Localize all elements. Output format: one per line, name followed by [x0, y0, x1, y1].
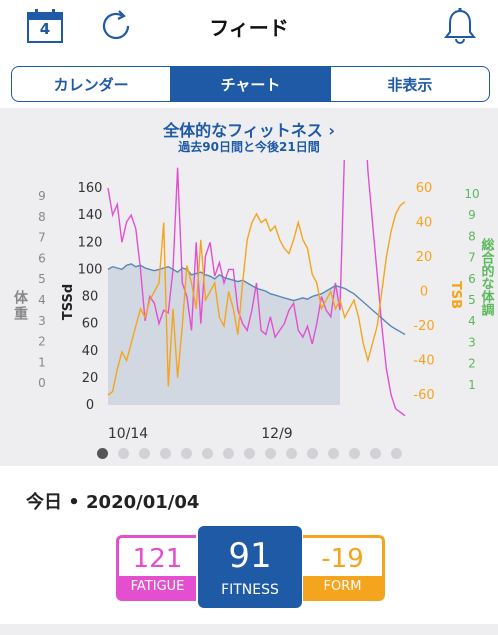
page-dot[interactable] [390, 448, 402, 459]
form-card: -19 FORM [303, 535, 385, 601]
page-dot[interactable] [306, 448, 318, 459]
chart-title-link[interactable]: 全体的なフィットネス › [163, 121, 335, 140]
page-dot[interactable] [117, 448, 129, 459]
condition-axis-tick: 9 [468, 208, 476, 222]
fitness-value: 91 [228, 536, 272, 576]
sync-icon[interactable] [98, 8, 134, 44]
header: 4 フィード [0, 0, 498, 56]
page-dot[interactable] [222, 448, 234, 459]
tsb-axis-tick: -60 [413, 388, 434, 403]
fatigue-label: FATIGUE [119, 576, 196, 598]
fatigue-card: 121 FATIGUE [116, 535, 196, 601]
today-date-label: 今日 • 2020/01/04 [26, 492, 200, 513]
page-dot[interactable] [180, 448, 192, 459]
tssd-axis-tick: 100 [78, 262, 103, 277]
tab-chart[interactable]: チャート [171, 67, 331, 101]
calendar-day-number: 4 [39, 20, 51, 38]
weight-axis-tick: 3 [38, 314, 46, 328]
condition-axis-tick: 2 [468, 357, 476, 371]
tsb-axis-tick: -20 [413, 319, 434, 334]
bottom-divider [0, 624, 498, 635]
tsb-axis-tick: 60 [416, 181, 433, 196]
chart-subtitle: 過去90日間と今後21日間 [178, 140, 320, 154]
form-value: -19 [321, 544, 364, 574]
fitness-chart[interactable]: 98765432101601401201008060402006040200-2… [0, 160, 498, 445]
page-dot[interactable] [138, 448, 150, 459]
page-dot[interactable] [201, 448, 213, 459]
page-dot[interactable] [327, 448, 339, 459]
condition-axis-tick: 8 [468, 229, 476, 243]
tssd-axis-tick: 20 [82, 371, 99, 386]
tab-calendar[interactable]: カレンダー [12, 67, 172, 101]
condition-axis-tick: 6 [468, 272, 476, 286]
weight-axis-tick: 6 [38, 251, 46, 265]
tssd-axis-tick: 80 [82, 290, 99, 305]
fatigue-line [107, 160, 406, 417]
condition-axis-label: 総合的な体調 [479, 237, 495, 317]
page-dot[interactable] [348, 448, 360, 459]
page-dot[interactable] [285, 448, 297, 459]
weight-axis-tick: 8 [38, 210, 46, 224]
weight-axis-tick: 7 [38, 231, 46, 245]
fitness-area [108, 263, 340, 405]
weight-axis-tick: 2 [38, 335, 46, 349]
bell-icon[interactable] [440, 6, 480, 46]
weight-axis-tick: 0 [38, 376, 46, 390]
fitness-card: 91 FITNESS [198, 526, 302, 608]
page-dot[interactable] [159, 448, 171, 459]
condition-axis-tick: 7 [468, 251, 476, 265]
tssd-axis-tick: 140 [78, 208, 103, 223]
condition-axis-tick: 5 [468, 293, 476, 307]
condition-axis-tick: 4 [468, 314, 476, 328]
page-indicator[interactable] [0, 448, 498, 460]
page-dot[interactable] [96, 448, 108, 459]
tssd-axis-label: TSSd [61, 284, 76, 320]
condition-axis-tick: 1 [468, 378, 476, 392]
weight-axis-tick: 1 [38, 355, 46, 369]
condition-axis-tick: 3 [468, 335, 476, 349]
condition-axis-tick: 10 [464, 187, 479, 201]
weight-axis-label: 体重 [12, 289, 28, 322]
fitness-line [107, 263, 406, 336]
view-segmented-control: カレンダー チャート 非表示 [11, 66, 490, 102]
tssd-axis-tick: 160 [78, 181, 103, 196]
fitness-label: FITNESS [221, 582, 279, 598]
form-label: FORM [303, 576, 382, 598]
page-dot[interactable] [264, 448, 276, 459]
tsb-axis-tick: 0 [420, 285, 428, 300]
weight-axis-tick: 4 [38, 293, 46, 307]
tsb-axis-tick: -40 [413, 354, 434, 369]
tsb-axis-label: TSB [448, 281, 463, 309]
page-dot[interactable] [243, 448, 255, 459]
tssd-axis-tick: 0 [86, 398, 94, 413]
fatigue-value: 121 [132, 544, 183, 574]
page-dot[interactable] [369, 448, 381, 459]
tab-hidden[interactable]: 非表示 [387, 75, 433, 94]
tsb-axis-tick: 20 [416, 250, 433, 265]
form-line [107, 201, 406, 396]
calendar-icon[interactable] [26, 8, 64, 44]
tsb-axis-tick: 40 [416, 216, 433, 231]
tssd-axis-tick: 120 [78, 235, 103, 250]
x-axis-tick: 12/9 [261, 426, 292, 442]
weight-axis-tick: 9 [38, 189, 46, 203]
page-title: フィード [209, 16, 289, 40]
tssd-axis-tick: 60 [82, 317, 99, 332]
x-axis-tick: 10/14 [108, 426, 148, 442]
tssd-axis-tick: 40 [82, 344, 99, 359]
weight-axis-tick: 5 [38, 272, 46, 286]
